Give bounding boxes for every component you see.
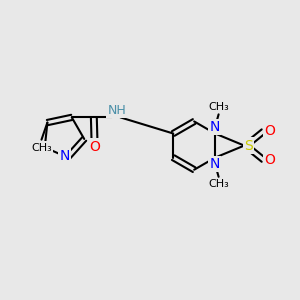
Text: O: O — [264, 124, 275, 138]
Text: N: N — [209, 157, 220, 171]
Text: N: N — [59, 149, 70, 163]
Text: CH₃: CH₃ — [31, 142, 52, 153]
Text: O: O — [89, 140, 100, 154]
Text: N: N — [209, 120, 220, 134]
Text: S: S — [244, 139, 253, 153]
Text: CH₃: CH₃ — [209, 179, 230, 189]
Text: O: O — [36, 142, 47, 156]
Text: CH₃: CH₃ — [209, 102, 230, 112]
Text: O: O — [264, 153, 275, 167]
Text: NH: NH — [107, 104, 126, 117]
